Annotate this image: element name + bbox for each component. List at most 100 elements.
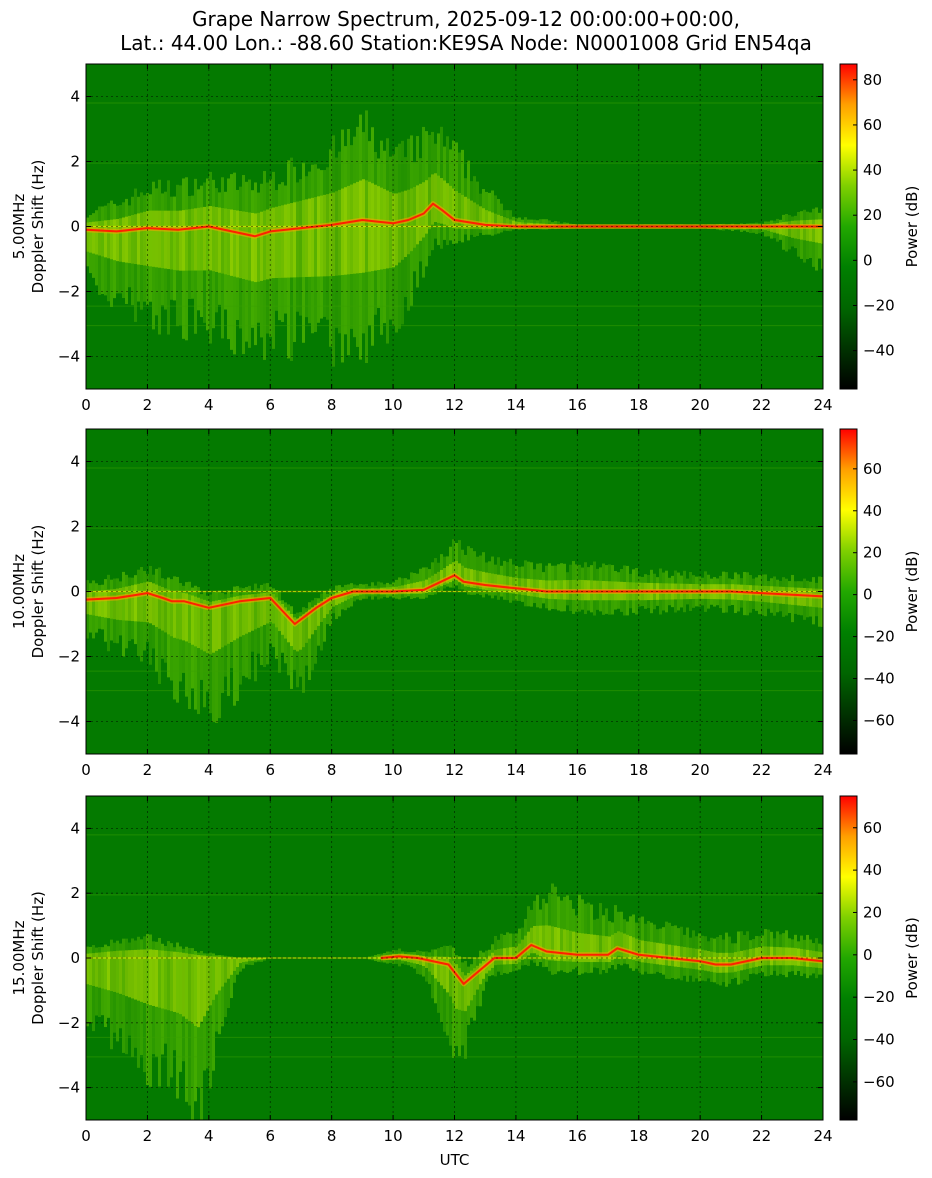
doppler-core bbox=[656, 942, 659, 965]
doppler-core bbox=[626, 934, 629, 959]
doppler-spread bbox=[158, 567, 161, 684]
doppler-spread bbox=[593, 561, 596, 616]
doppler-core bbox=[602, 935, 605, 963]
doppler-core bbox=[281, 604, 284, 635]
doppler-core bbox=[170, 951, 173, 1012]
doppler-spread bbox=[107, 203, 110, 302]
doppler-core bbox=[272, 594, 275, 624]
doppler-core bbox=[230, 209, 233, 276]
doppler-spread bbox=[212, 592, 215, 723]
doppler-spread bbox=[341, 129, 344, 363]
doppler-core bbox=[92, 953, 95, 986]
doppler-spread bbox=[152, 181, 155, 330]
doppler-core bbox=[257, 593, 260, 628]
doppler-core bbox=[92, 221, 95, 254]
doppler-core bbox=[203, 206, 206, 271]
doppler-spread bbox=[479, 950, 482, 1007]
doppler-spread bbox=[809, 581, 812, 617]
doppler-core bbox=[212, 601, 215, 653]
doppler-spread bbox=[206, 953, 209, 1069]
doppler-core bbox=[284, 204, 287, 278]
doppler-core bbox=[302, 200, 305, 278]
doppler-spread bbox=[803, 209, 806, 263]
doppler-core bbox=[89, 953, 92, 986]
doppler-core bbox=[173, 210, 176, 270]
doppler-spread bbox=[509, 558, 512, 603]
doppler-spread bbox=[512, 933, 515, 972]
doppler-spread bbox=[113, 578, 116, 643]
doppler-spread bbox=[767, 929, 770, 977]
doppler-core bbox=[482, 571, 485, 590]
doppler-spread bbox=[806, 211, 809, 260]
y-axis-label-doppler: Doppler Shift (Hz) bbox=[29, 525, 47, 659]
doppler-spread bbox=[230, 593, 233, 669]
doppler-spread bbox=[545, 903, 548, 967]
y-tick-label: −2 bbox=[58, 648, 80, 666]
doppler-spread bbox=[188, 948, 191, 1106]
doppler-core bbox=[644, 940, 647, 963]
y-tick-label: 0 bbox=[70, 218, 80, 236]
doppler-spread bbox=[185, 946, 188, 1102]
doppler-spread bbox=[479, 555, 482, 596]
x-tick-label: 4 bbox=[204, 761, 214, 779]
doppler-core bbox=[125, 586, 128, 621]
doppler-spread bbox=[251, 958, 254, 966]
doppler-core bbox=[206, 206, 209, 271]
doppler-core bbox=[146, 581, 149, 623]
doppler-spread bbox=[497, 199, 500, 234]
doppler-core bbox=[566, 930, 569, 962]
doppler-core bbox=[419, 581, 422, 594]
doppler-core bbox=[533, 925, 536, 954]
x-tick-label: 16 bbox=[568, 761, 587, 779]
doppler-core bbox=[155, 584, 158, 627]
doppler-core bbox=[662, 943, 665, 966]
doppler-core bbox=[629, 936, 632, 960]
doppler-spread bbox=[233, 172, 236, 355]
x-tick-label: 4 bbox=[204, 396, 214, 414]
doppler-core bbox=[509, 576, 512, 594]
doppler-core bbox=[647, 941, 650, 964]
doppler-core bbox=[245, 211, 248, 280]
doppler-spread bbox=[788, 215, 791, 250]
doppler-core bbox=[206, 600, 209, 653]
doppler-spread bbox=[452, 539, 455, 588]
doppler-core bbox=[590, 934, 593, 963]
doppler-core bbox=[377, 186, 380, 271]
doppler-core bbox=[98, 590, 101, 617]
heatmap-area bbox=[86, 64, 823, 389]
doppler-core bbox=[449, 185, 452, 227]
doppler-core bbox=[98, 221, 101, 256]
doppler-core bbox=[797, 220, 800, 240]
doppler-spread bbox=[536, 894, 539, 967]
doppler-spread bbox=[101, 206, 104, 295]
doppler-spread bbox=[332, 590, 335, 614]
doppler-core bbox=[143, 211, 146, 266]
doppler-spread bbox=[122, 938, 125, 1053]
doppler-spread bbox=[464, 960, 467, 1059]
doppler-core bbox=[437, 956, 440, 982]
doppler-core bbox=[128, 585, 131, 621]
y-tick-label: −4 bbox=[58, 713, 80, 731]
doppler-spread bbox=[443, 556, 446, 589]
doppler-spread bbox=[329, 588, 332, 627]
doppler-core bbox=[473, 569, 476, 588]
doppler-spread bbox=[161, 193, 164, 306]
doppler-core bbox=[491, 573, 494, 591]
doppler-core bbox=[569, 930, 572, 962]
doppler-spread bbox=[356, 126, 359, 347]
doppler-spread bbox=[500, 203, 503, 233]
doppler-spread bbox=[467, 160, 470, 241]
doppler-core bbox=[185, 593, 188, 642]
doppler-spread bbox=[443, 146, 446, 240]
doppler-core bbox=[356, 181, 359, 274]
doppler-spread bbox=[515, 218, 518, 230]
doppler-spread bbox=[431, 949, 434, 999]
doppler-core bbox=[185, 953, 188, 1019]
doppler-spread bbox=[386, 138, 389, 344]
y-tick-label: −2 bbox=[58, 283, 80, 301]
doppler-core bbox=[446, 566, 449, 584]
doppler-core bbox=[86, 222, 89, 252]
doppler-spread bbox=[785, 930, 788, 978]
doppler-spread bbox=[164, 191, 167, 310]
doppler-spread bbox=[338, 585, 341, 617]
